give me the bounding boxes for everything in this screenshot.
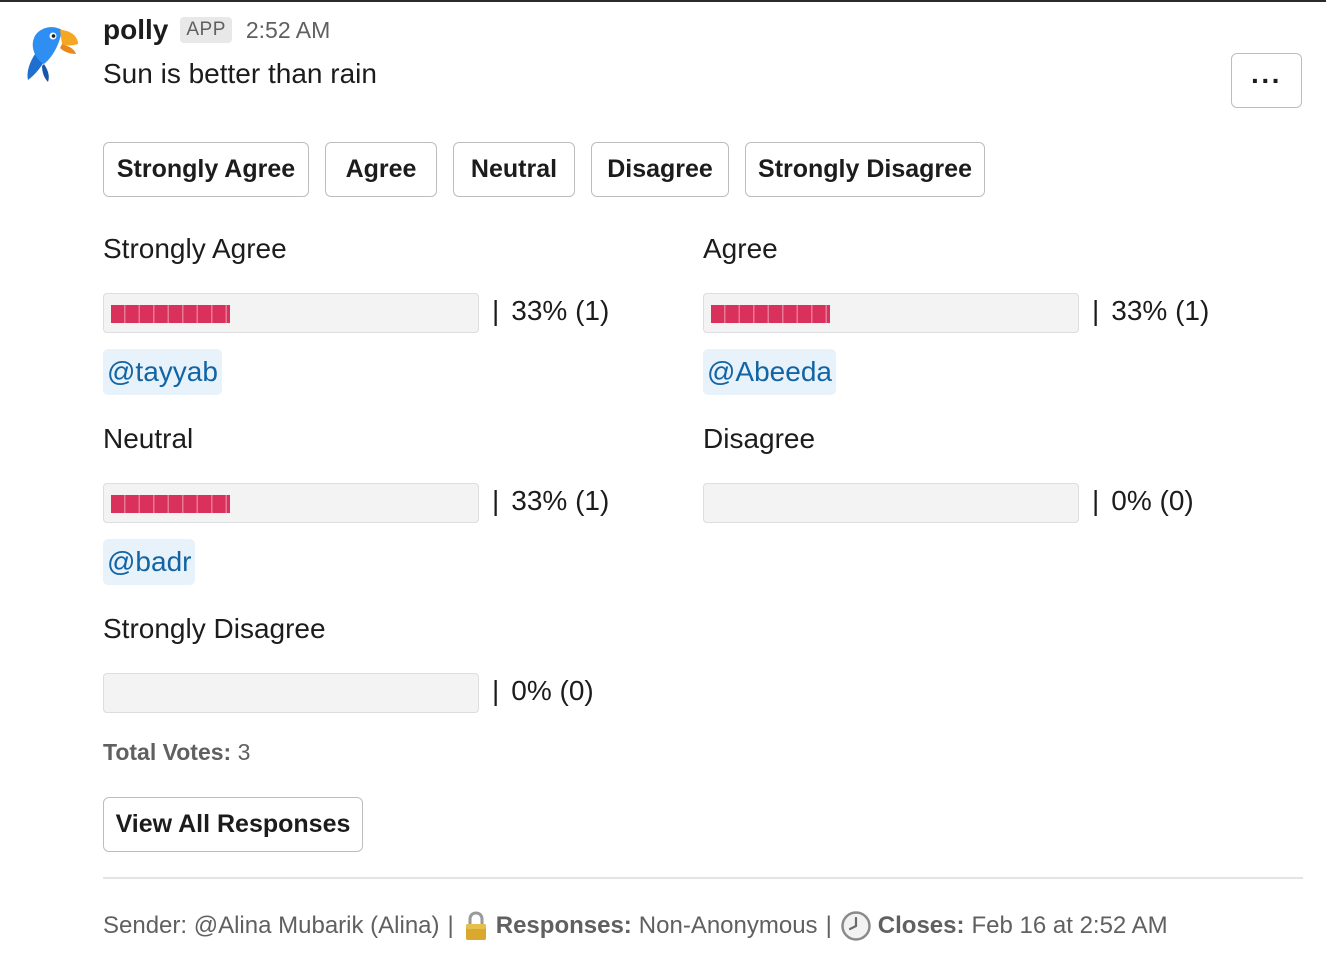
voter-mention-abeeda[interactable]: @Abeeda <box>703 349 836 395</box>
result-bar-fill <box>711 305 830 323</box>
result-bar-agree <box>703 293 1079 333</box>
vote-button-strongly-agree[interactable]: Strongly Agree <box>103 142 309 197</box>
result-label-neutral: Neutral <box>103 423 194 454</box>
footer-responses-value: Non-Anonymous <box>638 912 818 939</box>
poll-footer: Sender: @Alina Mubarik (Alina) | Respons… <box>103 910 1168 942</box>
result-percent-strongly-disagree: | 0% (0) <box>492 675 594 706</box>
footer-closes-label: Closes: <box>877 912 965 939</box>
vote-button-agree[interactable]: Agree <box>325 142 437 197</box>
more-actions-button[interactable]: ··· <box>1231 53 1302 108</box>
footer-responses-label: Responses: <box>495 912 632 939</box>
vote-button-disagree[interactable]: Disagree <box>591 142 729 197</box>
result-bar-strongly-disagree <box>103 673 479 713</box>
footer-sender: Sender: @Alina Mubarik (Alina) <box>103 912 440 939</box>
result-bar-disagree <box>703 483 1079 523</box>
message-timestamp[interactable]: 2:52 AM <box>245 16 331 43</box>
result-label-agree: Agree <box>703 233 778 264</box>
clock-icon <box>841 911 871 941</box>
result-label-disagree: Disagree <box>703 423 816 454</box>
result-bar-neutral <box>103 483 479 523</box>
voter-mention-badr[interactable]: @badr <box>103 539 196 585</box>
message-header: polly APP 2:52 AM <box>103 14 330 46</box>
result-label-strongly-agree: Strongly Agree <box>103 233 287 264</box>
result-bar-strongly-agree <box>103 293 479 333</box>
footer-separator: | <box>447 912 454 939</box>
footer-divider <box>103 877 1303 879</box>
result-percent-agree: | 33% (1) <box>1092 295 1210 326</box>
result-bar-fill <box>111 495 230 513</box>
total-votes-value: 3 <box>237 739 251 765</box>
app-badge: APP <box>180 17 232 43</box>
result-percent-strongly-agree: | 33% (1) <box>492 295 610 326</box>
vote-button-strongly-disagree[interactable]: Strongly Disagree <box>745 142 985 197</box>
vote-button-neutral[interactable]: Neutral <box>453 142 575 197</box>
polly-avatar-icon[interactable] <box>20 20 84 84</box>
top-border <box>0 0 1326 2</box>
total-votes: Total Votes: 3 <box>103 739 250 766</box>
result-percent-neutral: | 33% (1) <box>492 485 610 516</box>
result-percent-disagree: | 0% (0) <box>1092 485 1194 516</box>
footer-separator: | <box>825 912 832 939</box>
total-votes-label: Total Votes: <box>103 739 232 765</box>
sender-name[interactable]: polly <box>103 14 169 45</box>
voter-mention-tayyab[interactable]: @tayyab <box>103 349 222 395</box>
result-label-strongly-disagree: Strongly Disagree <box>103 613 326 644</box>
lock-icon <box>465 911 486 940</box>
footer-closes-value: Feb 16 at 2:52 AM <box>971 912 1168 939</box>
view-all-responses-button[interactable]: View All Responses <box>103 797 363 852</box>
poll-question: Sun is better than rain <box>103 58 377 89</box>
result-bar-fill <box>111 305 230 323</box>
